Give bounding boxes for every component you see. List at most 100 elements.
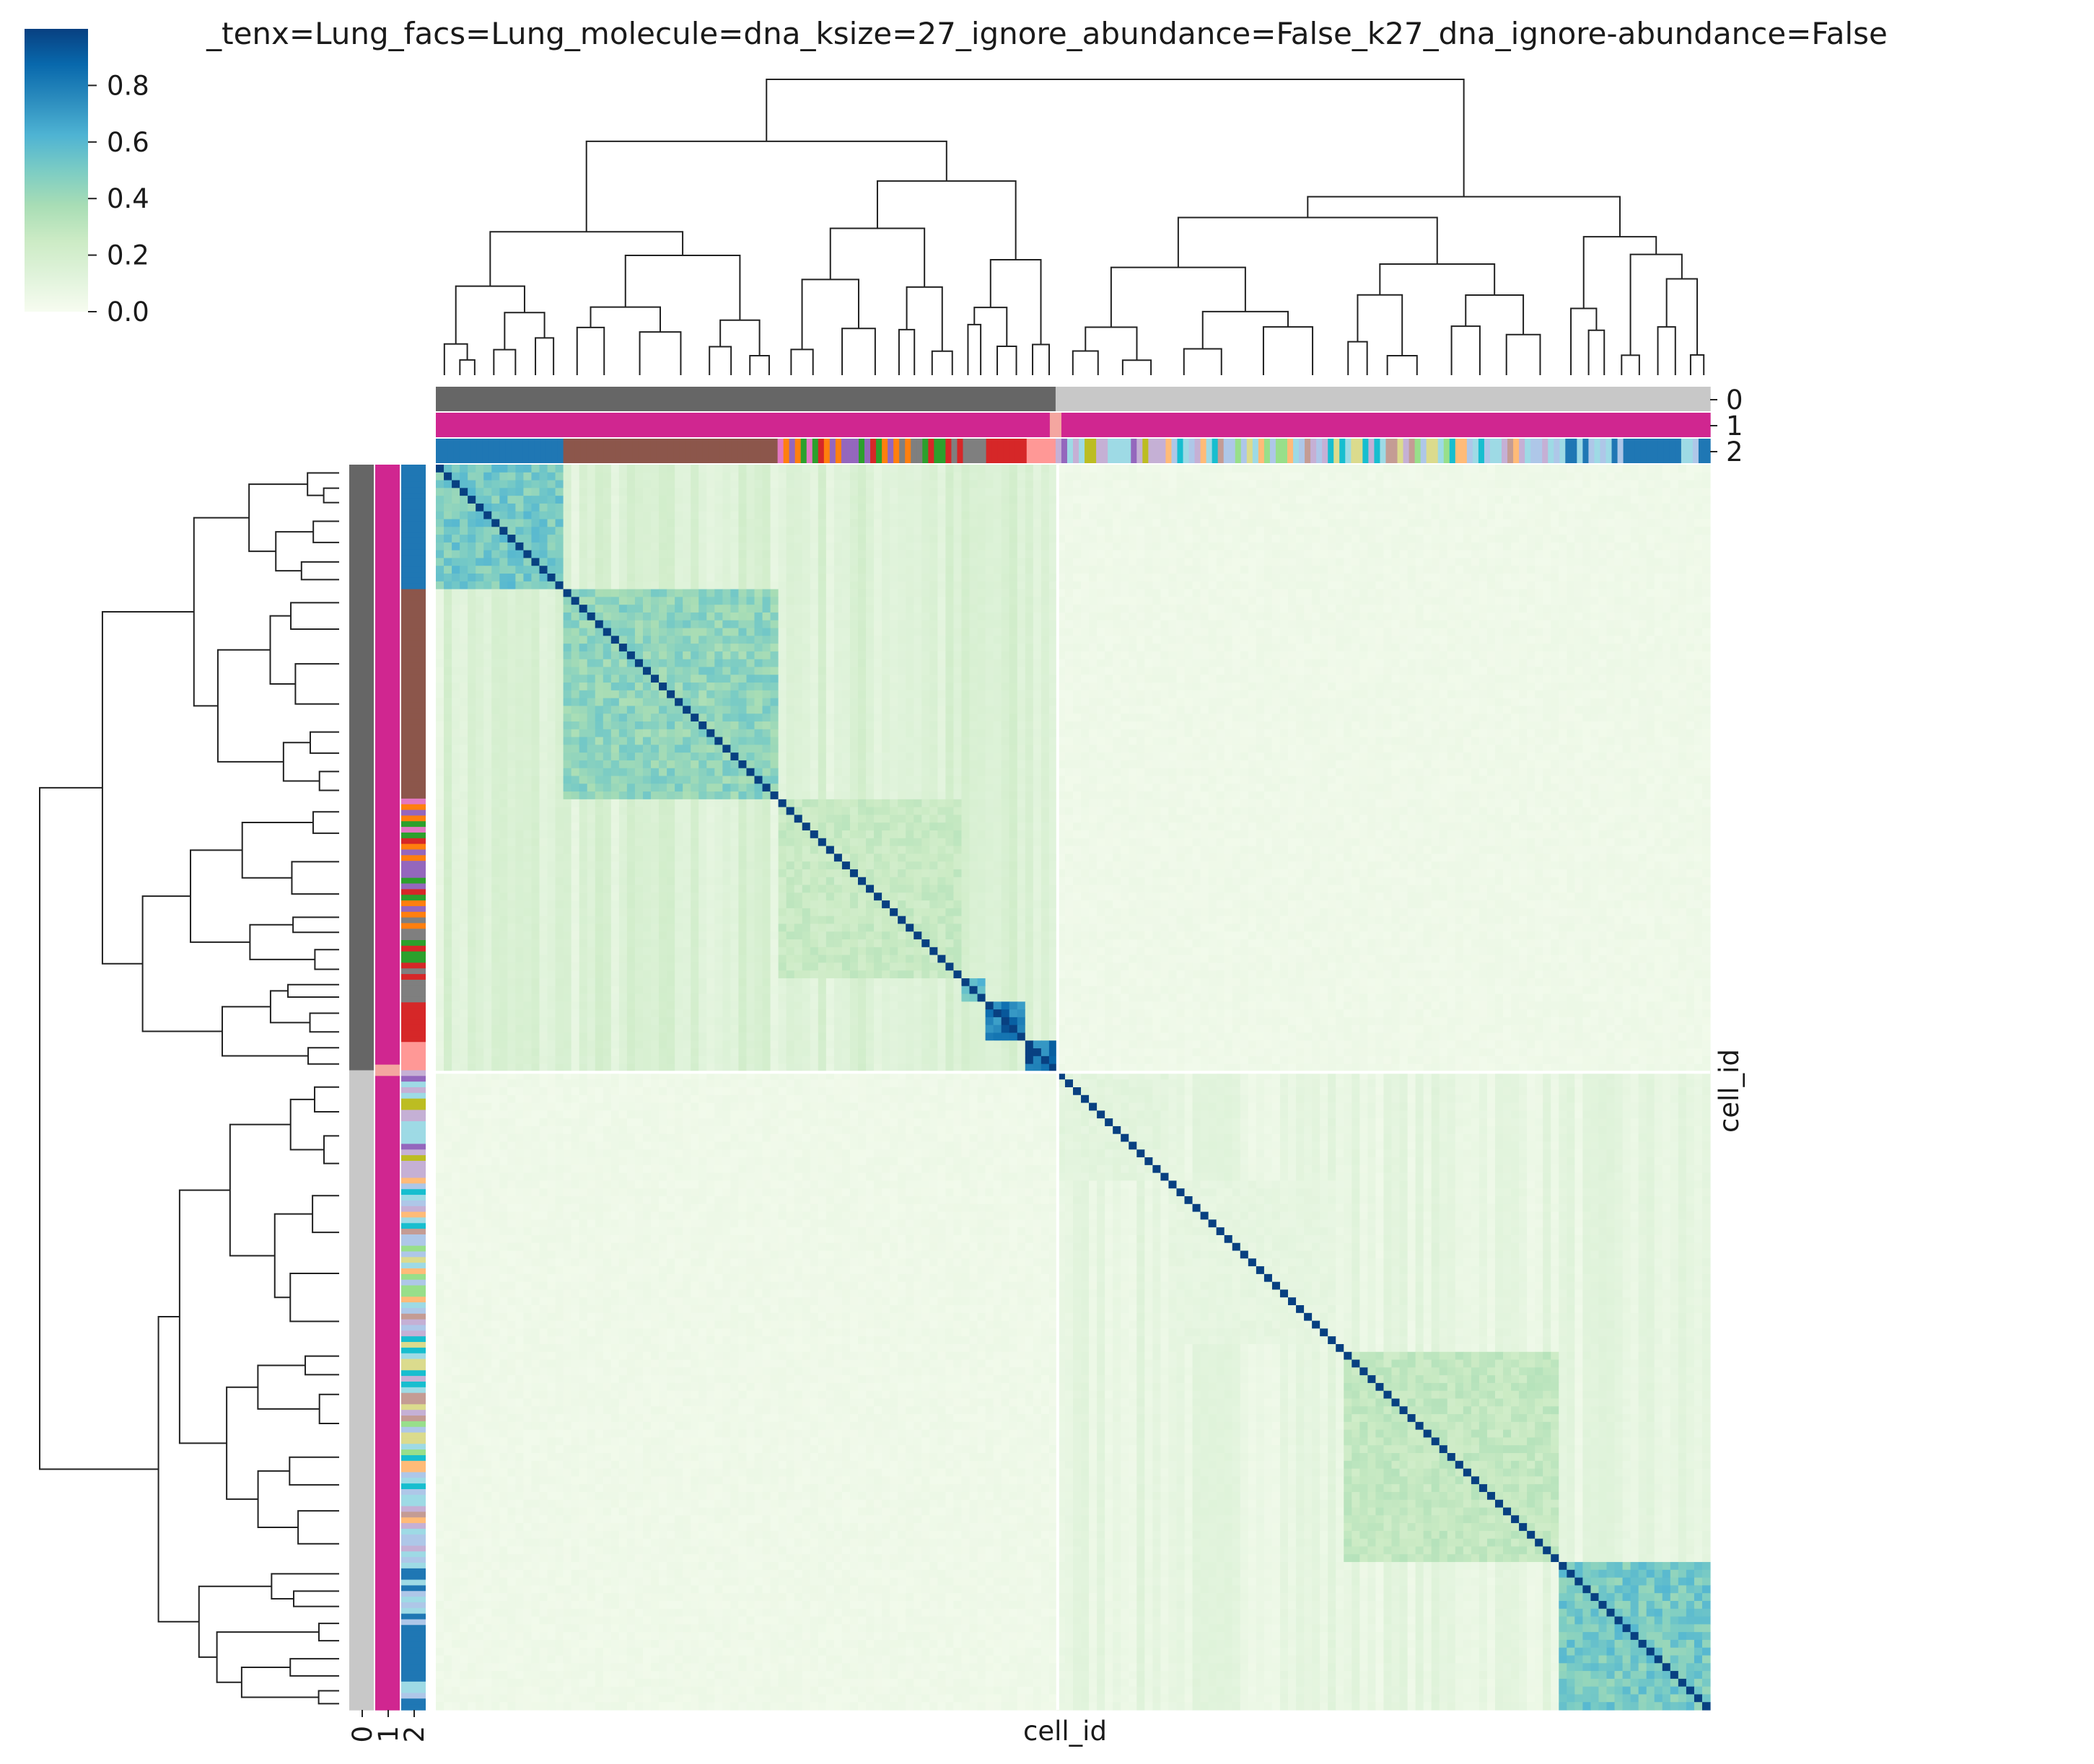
heatmap-cell	[778, 628, 787, 636]
heatmap-cell	[953, 511, 963, 520]
heatmap-cell	[610, 535, 620, 543]
heatmap-cell	[1598, 465, 1608, 473]
heatmap-cell	[483, 581, 492, 590]
heatmap-cell	[1399, 519, 1409, 527]
heatmap-cell	[1113, 480, 1121, 488]
heatmap-cell	[587, 589, 596, 597]
row-track-1-cell	[375, 940, 400, 947]
heatmap-cell	[1232, 527, 1241, 535]
heatmap-cell	[1654, 550, 1663, 559]
heatmap-cell	[1176, 597, 1186, 605]
heatmap-cell	[1391, 620, 1401, 629]
heatmap-cell	[1638, 628, 1647, 636]
heatmap-cell	[1431, 488, 1440, 496]
row-track-0-cell	[349, 1472, 374, 1479]
row-track-0-cell	[349, 1551, 374, 1558]
row-track-2-cell	[401, 1641, 426, 1649]
row-track-1-cell	[375, 985, 400, 992]
heatmap-cell	[1288, 465, 1297, 473]
heatmap-cell	[1519, 535, 1528, 543]
row-track-1-cell	[375, 1489, 400, 1496]
row-track-0-cell	[349, 1454, 374, 1462]
column-track-1-cell	[574, 413, 582, 437]
heatmap-cell	[1288, 566, 1297, 574]
row-track-0-cell	[349, 589, 374, 596]
column-track-2-cell	[829, 439, 836, 463]
heatmap-cell	[841, 620, 851, 629]
column-track-2-cell	[1148, 439, 1155, 463]
column-track-2-cell	[1634, 439, 1642, 463]
row-track-1-cell	[375, 594, 400, 601]
column-track-0-cell	[1032, 387, 1039, 411]
heatmap-cell	[841, 605, 851, 613]
heatmap-cell	[1503, 496, 1512, 504]
column-track-2-cell	[1675, 439, 1682, 463]
row-track-1-cell	[375, 1444, 400, 1450]
column-track-1-cell	[1003, 413, 1010, 437]
heatmap-cell	[1463, 558, 1472, 566]
heatmap-cell	[1048, 620, 1058, 629]
heatmap-cell	[1001, 542, 1010, 551]
heatmap-cell	[1486, 628, 1496, 636]
heatmap-cell	[1367, 628, 1377, 636]
heatmap-cell	[642, 558, 652, 566]
column-track-0-cell	[1125, 387, 1131, 411]
heatmap-cell	[1383, 574, 1393, 582]
heatmap-cell	[841, 550, 851, 559]
heatmap-cell	[1407, 574, 1416, 582]
column-track-1-cell	[615, 413, 622, 437]
heatmap-cell	[1415, 597, 1424, 605]
heatmap-cell	[1033, 566, 1042, 574]
heatmap-cell	[1559, 589, 1567, 597]
heatmap-cell	[1248, 465, 1257, 473]
heatmap-cell	[1320, 488, 1328, 496]
heatmap-cell	[1089, 480, 1098, 488]
row-track-2-cell	[401, 1121, 426, 1128]
heatmap-cell	[1559, 535, 1567, 543]
row-track-2-cell	[401, 1631, 426, 1637]
column-track-2-cell	[1206, 439, 1213, 463]
heatmap-cell	[1478, 589, 1488, 597]
heatmap-cell	[491, 535, 500, 543]
column-track-0-cell	[488, 387, 494, 411]
heatmap-cell	[1279, 550, 1289, 559]
heatmap-cell	[738, 597, 748, 605]
heatmap-cell	[1431, 574, 1440, 582]
heatmap-cell	[595, 480, 604, 488]
heatmap-cell	[1606, 488, 1616, 496]
heatmap-cell	[1606, 527, 1616, 535]
row-track-0-cell	[349, 1166, 374, 1173]
heatmap-cell	[563, 542, 572, 551]
heatmap-cell	[1407, 566, 1416, 574]
heatmap-cell	[1240, 612, 1249, 621]
heatmap-cell	[571, 605, 580, 613]
column-track-2-cell	[725, 439, 732, 463]
heatmap-cell	[1598, 566, 1608, 574]
row-track-1-cell	[375, 1014, 400, 1020]
column-track-1-cell	[1380, 413, 1387, 437]
heatmap-cell	[1359, 550, 1368, 559]
heatmap-cell	[825, 589, 835, 597]
heatmap-cell	[841, 465, 851, 473]
heatmap-cell	[874, 527, 882, 535]
heatmap-cell	[1129, 519, 1137, 527]
heatmap-cell	[1352, 542, 1360, 551]
row-track-2-cell	[401, 504, 426, 511]
heatmap-cell	[1567, 535, 1575, 543]
column-track-2-cell	[626, 439, 634, 463]
row-track-2-cell	[401, 1189, 426, 1195]
heatmap-cell	[1200, 480, 1209, 488]
heatmap-cell	[1519, 511, 1528, 520]
heatmap-cell	[1383, 503, 1393, 512]
heatmap-cell	[1567, 519, 1575, 527]
heatmap-cell	[762, 589, 771, 597]
heatmap-cell	[1567, 566, 1575, 574]
heatmap-cell	[1574, 503, 1583, 512]
heatmap-cell	[1678, 480, 1687, 488]
heatmap-cell	[491, 605, 500, 613]
heatmap-cell	[1471, 550, 1480, 559]
heatmap-cell	[866, 605, 875, 613]
row-track-1-cell	[375, 764, 400, 771]
heatmap-cell	[866, 527, 875, 535]
heatmap-cell	[698, 465, 707, 473]
